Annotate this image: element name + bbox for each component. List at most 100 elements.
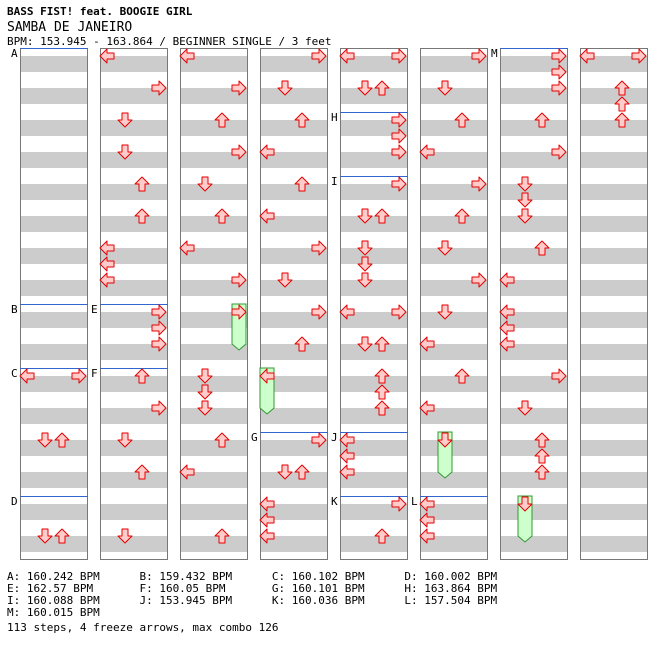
beat-stripe xyxy=(580,440,648,456)
step-arrow-d xyxy=(517,192,533,208)
beat-stripe xyxy=(340,440,408,456)
step-arrow-r xyxy=(151,80,167,96)
beat-stripe xyxy=(180,408,248,424)
step-arrow-r xyxy=(151,320,167,336)
beat-stripe xyxy=(100,216,168,232)
step-arrow-r xyxy=(391,144,407,160)
step-arrow-r xyxy=(311,48,327,64)
beat-stripe xyxy=(580,56,648,72)
step-arrow-u xyxy=(534,432,550,448)
beat-stripe xyxy=(340,184,408,200)
beat-stripe xyxy=(180,504,248,520)
beat-stripe xyxy=(500,184,568,200)
beat-stripe xyxy=(180,56,248,72)
beat-stripe xyxy=(420,248,488,264)
beat-stripe xyxy=(20,472,88,488)
beat-stripe xyxy=(180,88,248,104)
step-arrow-d xyxy=(197,384,213,400)
beat-stripe xyxy=(260,216,328,232)
step-arrow-d xyxy=(277,80,293,96)
step-arrow-l xyxy=(499,272,515,288)
beat-stripe xyxy=(20,280,88,296)
beat-stripe xyxy=(260,440,328,456)
beat-stripe xyxy=(420,88,488,104)
beat-stripe xyxy=(580,472,648,488)
beat-stripe xyxy=(340,280,408,296)
bpm-change-label: A xyxy=(11,47,18,60)
beat-stripe xyxy=(580,216,648,232)
step-arrow-r xyxy=(151,336,167,352)
beat-stripe xyxy=(500,376,568,392)
beat-stripe xyxy=(340,56,408,72)
step-arrow-l xyxy=(339,304,355,320)
beat-stripe xyxy=(180,376,248,392)
beat-stripe xyxy=(260,312,328,328)
beat-stripe xyxy=(180,536,248,552)
step-arrow-u xyxy=(614,112,630,128)
beat-stripe xyxy=(580,120,648,136)
beat-stripe xyxy=(180,280,248,296)
step-arrow-l xyxy=(499,320,515,336)
bpm-change-label: J xyxy=(331,431,338,444)
step-arrow-l xyxy=(419,496,435,512)
beat-stripe xyxy=(340,344,408,360)
beat-stripe xyxy=(580,152,648,168)
beat-stripe xyxy=(100,56,168,72)
beat-stripe xyxy=(180,472,248,488)
beat-stripe xyxy=(420,344,488,360)
step-arrow-l xyxy=(339,448,355,464)
step-arrow-d xyxy=(357,208,373,224)
beat-stripe xyxy=(20,504,88,520)
step-arrow-d xyxy=(117,528,133,544)
beat-stripe xyxy=(420,184,488,200)
beat-stripe xyxy=(340,120,408,136)
step-arrow-l xyxy=(419,512,435,528)
beat-stripe xyxy=(260,280,328,296)
beat-stripe xyxy=(500,536,568,552)
bpm-legend-line: A: 160.242 BPM B: 159.432 BPM C: 160.102… xyxy=(7,570,498,583)
step-arrow-u xyxy=(374,336,390,352)
step-arrow-d xyxy=(197,176,213,192)
column-frame xyxy=(260,48,328,560)
beat-stripe xyxy=(180,216,248,232)
step-arrow-l xyxy=(259,368,275,384)
bpm-change-label: B xyxy=(11,303,18,316)
step-arrow-d xyxy=(437,80,453,96)
step-arrow-d xyxy=(117,144,133,160)
step-arrow-u xyxy=(294,336,310,352)
step-arrow-u xyxy=(454,112,470,128)
step-arrow-l xyxy=(179,240,195,256)
beat-stripe xyxy=(100,280,168,296)
step-arrow-r xyxy=(71,368,87,384)
step-arrow-u xyxy=(214,432,230,448)
step-arrow-l xyxy=(179,464,195,480)
step-arrow-r xyxy=(551,64,567,80)
step-arrow-u xyxy=(214,112,230,128)
beat-stripe xyxy=(420,280,488,296)
step-arrow-u xyxy=(374,528,390,544)
beat-stripe xyxy=(500,408,568,424)
step-arrow-l xyxy=(419,336,435,352)
beat-stripe xyxy=(20,312,88,328)
chart-info: BPM: 153.945 - 163.864 / BEGINNER SINGLE… xyxy=(7,35,332,48)
beat-stripe xyxy=(420,120,488,136)
beat-stripe xyxy=(20,184,88,200)
beat-stripe xyxy=(580,536,648,552)
step-arrow-u xyxy=(614,80,630,96)
bpm-change-label: C xyxy=(11,367,18,380)
beat-stripe xyxy=(260,248,328,264)
beat-stripe xyxy=(20,216,88,232)
step-arrow-d xyxy=(197,368,213,384)
step-arrow-l xyxy=(419,144,435,160)
beat-stripe xyxy=(340,88,408,104)
beat-stripe xyxy=(20,248,88,264)
beat-stripe xyxy=(100,120,168,136)
beat-stripe xyxy=(260,504,328,520)
step-arrow-d xyxy=(197,400,213,416)
beat-stripe xyxy=(260,88,328,104)
bpm-change-label: E xyxy=(91,303,98,316)
step-arrow-l xyxy=(99,256,115,272)
step-arrow-l xyxy=(419,400,435,416)
step-arrow-r xyxy=(551,80,567,96)
